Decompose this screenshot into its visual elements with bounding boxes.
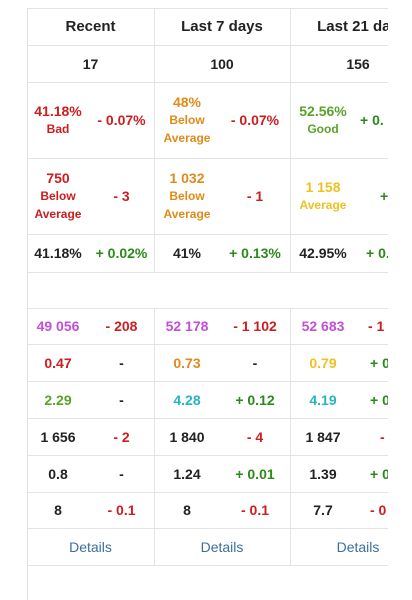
stat-value: 8: [54, 502, 62, 518]
stat-value: 4.19: [309, 391, 337, 408]
rating-cell: 750 Below Average: [27, 158, 89, 234]
stat-delta: + 0.12: [235, 391, 275, 408]
pct-delta: + 0.02%: [95, 245, 148, 261]
details-link[interactable]: Details: [336, 538, 380, 555]
winrate-cell: 48% Below Average: [154, 82, 220, 158]
stat-delta: - 1 102: [233, 318, 277, 334]
stat-delta: + 0: [370, 391, 388, 408]
winrate-value: 41.18%: [34, 103, 82, 119]
grid-line: [27, 8, 28, 600]
rating-label: Below: [40, 189, 76, 203]
grid-line: [290, 308, 291, 565]
grid-line: [27, 158, 388, 159]
rating-label: Average: [299, 198, 347, 212]
winrate-delta: - 0.07%: [97, 112, 146, 128]
rating-label: Average: [163, 207, 211, 221]
stat-value: 4.28: [173, 391, 201, 408]
column-header-recent: Recent: [65, 18, 116, 35]
stat-delta: -: [380, 428, 385, 445]
winrate-label: Bad: [46, 122, 70, 136]
stat-delta: - 208: [105, 318, 138, 334]
stat-value: 8: [183, 502, 191, 518]
pct-value: 41%: [172, 245, 202, 261]
grid-line: [27, 344, 388, 345]
stat-delta: -: [252, 354, 258, 371]
stat-delta: -: [119, 465, 124, 482]
stat-value: 1 656: [40, 428, 76, 445]
stat-delta: - 4: [246, 428, 264, 445]
stat-delta: - 1: [368, 318, 385, 334]
games-count: 17: [82, 55, 99, 72]
pct-value: 42.95%: [299, 245, 347, 261]
stat-delta: - 2: [113, 428, 130, 445]
winrate-delta: + 0.: [360, 112, 384, 128]
rating-label: Below: [169, 189, 205, 203]
details-link[interactable]: Details: [200, 538, 244, 555]
grid-line: [27, 234, 388, 235]
stat-value: 0.8: [48, 465, 68, 482]
stat-delta: + 0: [370, 465, 388, 482]
stat-value: 0.73: [173, 354, 201, 371]
grid-line: [27, 528, 388, 529]
rating-value: 1 032: [169, 170, 205, 186]
grid-line: [27, 8, 388, 9]
grid-line: [27, 272, 388, 273]
column-header-last-7-days: Last 7 days: [181, 18, 263, 35]
pct-value: 41.18%: [34, 245, 82, 261]
column-header-last-21-days: Last 21 day: [317, 18, 388, 35]
grid-line: [27, 492, 388, 493]
stat-value: 52 178: [165, 318, 209, 334]
rating-cell: 1 158 Average: [290, 158, 356, 234]
grid-line: [154, 8, 155, 272]
stat-value: 7.7: [313, 502, 333, 518]
winrate-label: Average: [163, 131, 211, 145]
stat-value: 0.79: [309, 354, 337, 371]
stat-value: 52 683: [301, 318, 345, 334]
stat-delta: -: [119, 354, 124, 371]
rating-delta: - 1: [246, 188, 264, 204]
stats-table: Recent 17 41.18% Bad - 0.07% 750 Below A…: [27, 8, 388, 600]
rating-value: 750: [46, 170, 70, 186]
stat-value: 2.29: [44, 391, 72, 408]
stat-value: 1 840: [169, 428, 205, 445]
winrate-label: Good: [307, 122, 339, 136]
grid-line: [154, 308, 155, 565]
stat-delta: - 0.1: [240, 502, 269, 518]
stat-value: 1.39: [309, 465, 337, 482]
winrate-cell: 52.56% Good: [290, 82, 356, 158]
stat-value: 1.24: [173, 465, 201, 482]
details-link[interactable]: Details: [69, 538, 112, 555]
stat-value: 49 056: [36, 318, 80, 334]
grid-line: [27, 308, 388, 309]
grid-line: [290, 8, 291, 272]
rating-value: 1 158: [305, 179, 341, 195]
winrate-value: 48%: [172, 94, 202, 110]
stat-value: 1 847: [305, 428, 341, 445]
stat-value: 0.47: [44, 354, 72, 371]
winrate-value: 52.56%: [299, 103, 347, 119]
pct-delta: + 0.13%: [229, 245, 281, 261]
rating-delta: - 3: [113, 188, 130, 204]
grid-line: [27, 45, 388, 46]
winrate-delta: - 0.07%: [230, 112, 280, 128]
grid-line: [27, 82, 388, 83]
grid-line: [27, 381, 388, 382]
games-count: 100: [210, 55, 234, 72]
scroll-gutter[interactable]: [388, 0, 412, 600]
stat-delta: + 0.01: [235, 465, 275, 482]
grid-line: [27, 565, 388, 566]
rating-delta: +: [380, 188, 388, 204]
stat-delta: -: [119, 391, 124, 408]
rating-cell: 1 032 Below Average: [154, 158, 220, 234]
stat-delta: + 0: [370, 354, 388, 371]
stat-delta: - 0.1: [107, 502, 136, 518]
pct-delta: + 0.: [366, 245, 388, 261]
grid-line: [27, 455, 388, 456]
winrate-label: Below: [169, 113, 205, 127]
grid-line: [27, 418, 388, 419]
games-count: 156: [346, 55, 370, 72]
winrate-cell: 41.18% Bad: [27, 82, 89, 158]
stat-delta: - 0: [370, 502, 387, 518]
rating-label: Average: [34, 207, 82, 221]
